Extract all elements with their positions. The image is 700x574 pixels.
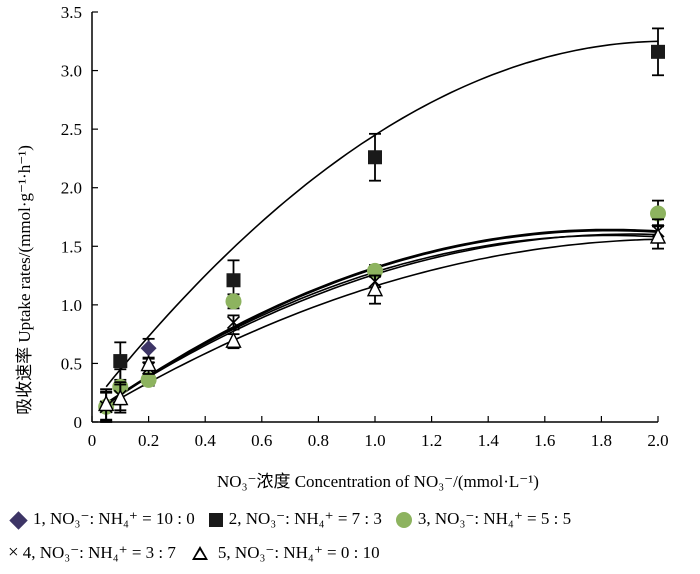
data-point-series-5 bbox=[140, 355, 157, 372]
cross-marker-icon: × bbox=[8, 542, 19, 563]
data-point-series-3 bbox=[650, 205, 666, 222]
legend-item-5: 5, NO₃⁻: NH₄⁺ = 0 : 10 bbox=[188, 536, 380, 570]
data-point-series-2 bbox=[368, 150, 382, 165]
fitted-curves bbox=[105, 40, 659, 408]
axes: 0 0.5 1.0 1.5 2.0 2.5 3.0 3.5 0 0.2 0.4 0.6 0.8 1.0 1.… bbox=[61, 3, 669, 450]
x-tick-label: 1.2 bbox=[421, 431, 442, 450]
legend-item-1: 1, NO₃⁻: NH₄⁺ = 10 : 0 bbox=[8, 502, 195, 536]
fit-curve-series-5 bbox=[105, 238, 659, 408]
fit-curve-series-2 bbox=[105, 40, 659, 388]
y-tick-label: 2.5 bbox=[61, 120, 82, 139]
x-tick-label: 1.0 bbox=[364, 431, 385, 450]
data-point-series-3 bbox=[225, 293, 242, 310]
legend: 1, NO₃⁻: NH₄⁺ = 10 : 0 2, NO₃⁻: NH₄⁺ = 7… bbox=[8, 502, 698, 570]
legend-label-2: 2, NO₃⁻: NH₄⁺ = 7 : 3 bbox=[228, 509, 382, 528]
x-tick-label: 0.2 bbox=[138, 431, 159, 450]
y-tick-label: 0 bbox=[74, 413, 83, 432]
square-marker-icon bbox=[208, 513, 223, 527]
data-point-series-2 bbox=[651, 44, 665, 59]
y-tick-label: 3.0 bbox=[61, 62, 82, 81]
legend-label-4: 4, NO₃⁻: NH₄⁺ = 3 : 7 bbox=[22, 543, 176, 562]
y-tick-label: 1.0 bbox=[61, 296, 82, 315]
legend-item-3: 3, NO₃⁻: NH₄⁺ = 5 : 5 bbox=[394, 502, 571, 536]
x-tick-label: 1.6 bbox=[534, 431, 555, 450]
data-point-series-2 bbox=[113, 354, 128, 369]
data-point-series-1 bbox=[140, 340, 157, 357]
y-tick-label: 1.5 bbox=[61, 237, 82, 256]
uptake-rate-chart: 0 0.5 1.0 1.5 2.0 2.5 3.0 3.5 0 0.2 0.4 0.6 0.8 1.0 1.… bbox=[15, 3, 669, 491]
x-tick-label: 1.4 bbox=[478, 431, 500, 450]
legend-row-1: 1, NO₃⁻: NH₄⁺ = 10 : 0 2, NO₃⁻: NH₄⁺ = 7… bbox=[8, 502, 698, 536]
data-points bbox=[98, 27, 667, 423]
y-tick-label: 3.5 bbox=[61, 3, 82, 22]
x-tick-label: 0.6 bbox=[251, 431, 272, 450]
x-tick-label: 2.0 bbox=[647, 431, 668, 450]
x-tick-label: 1.8 bbox=[591, 431, 612, 450]
x-tick-label: 0.8 bbox=[308, 431, 329, 450]
legend-label-1: 1, NO₃⁻: NH₄⁺ = 10 : 0 bbox=[33, 509, 195, 528]
x-tick-label: 0.4 bbox=[195, 431, 217, 450]
data-point-series-5 bbox=[366, 280, 384, 297]
y-axis-title: 吸收速率 Uptake rates/(mmol·g⁻¹·h⁻¹) bbox=[15, 145, 34, 415]
legend-item-4: × 4, NO₃⁻: NH₄⁺ = 3 : 7 bbox=[8, 536, 176, 570]
data-point-series-3 bbox=[140, 371, 157, 388]
x-axis-title: NO₃⁻浓度 Concentration of NO₃⁻/(mmol·L⁻¹) bbox=[217, 472, 539, 491]
fit-curve-extra-1 bbox=[105, 234, 659, 404]
legend-label-5: 5, NO₃⁻: NH₄⁺ = 0 : 10 bbox=[217, 543, 380, 562]
y-tick-label: 2.0 bbox=[61, 179, 82, 198]
fit-curve-series-4 bbox=[105, 233, 659, 405]
triangle-marker-icon bbox=[191, 546, 208, 560]
data-point-series-5 bbox=[98, 394, 115, 412]
legend-row-2: × 4, NO₃⁻: NH₄⁺ = 3 : 7 5, NO₃⁻: NH₄⁺ = … bbox=[8, 536, 698, 570]
data-point-series-4 bbox=[226, 315, 241, 329]
fit-curve-series-3 bbox=[105, 228, 659, 405]
data-point-series-5 bbox=[225, 331, 242, 348]
data-point-series-2 bbox=[226, 273, 241, 288]
y-tick-label: 0.5 bbox=[61, 354, 82, 373]
circle-marker-icon bbox=[395, 511, 412, 528]
data-point-series-5 bbox=[649, 227, 667, 244]
x-tick-label: 0 bbox=[88, 431, 97, 450]
data-point-series-5 bbox=[112, 389, 129, 406]
legend-label-3: 3, NO₃⁻: NH₄⁺ = 5 : 5 bbox=[417, 509, 572, 528]
legend-item-2: 2, NO₃⁻: NH₄⁺ = 7 : 3 bbox=[207, 502, 382, 536]
diamond-marker-icon bbox=[9, 511, 28, 530]
fit-curve-series-1 bbox=[105, 229, 659, 406]
